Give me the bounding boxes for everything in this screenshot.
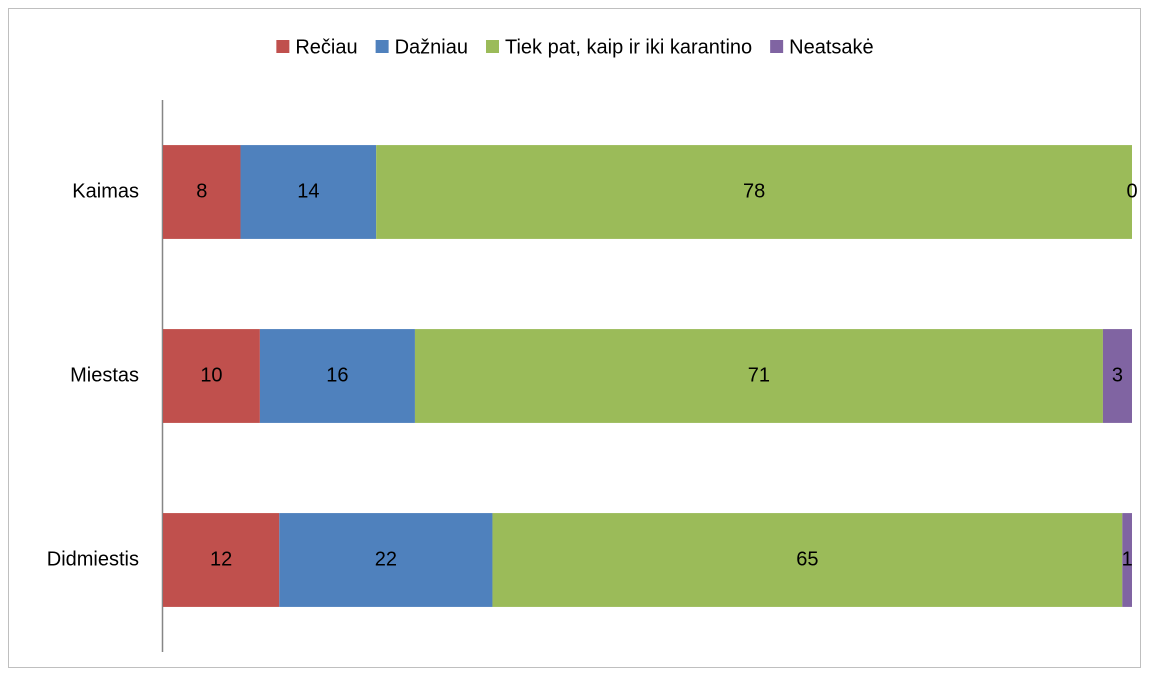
y-tick-label: Didmiestis [47,548,139,570]
bar-segment [414,329,1103,423]
data-label: 12 [210,548,232,570]
data-label: 10 [200,364,222,386]
bar-segment [240,145,377,239]
y-tick-label: Miestas [70,364,139,386]
legend-label: Rečiau [295,36,357,58]
legend-label: Neatsakė [789,36,874,58]
data-label: 78 [743,180,765,202]
data-label: 1 [1122,548,1133,570]
bar-segment [376,145,1132,239]
bar-segment [279,513,493,607]
legend-label: Tiek pat, kaip ir iki karantino [505,36,752,58]
bar-segment [163,329,260,423]
legend-swatch [375,40,389,53]
y-tick-label: Kaimas [72,180,139,202]
bar-segment [163,513,280,607]
legend-swatch [276,40,290,53]
bar-segment [259,329,415,423]
data-label: 71 [748,364,770,386]
legend-swatch [486,40,500,53]
data-label: 3 [1112,364,1123,386]
legend-label: Dažniau [395,36,468,58]
bar-segment [1122,513,1132,607]
bar-segment [1102,329,1132,423]
bar-segment [163,145,241,239]
bar-segment [492,513,1123,607]
data-label: 16 [326,364,348,386]
legend-swatch [770,40,784,53]
data-label: 8 [196,180,207,202]
data-label: 14 [297,180,319,202]
data-label: 65 [796,548,818,570]
data-label: 22 [375,548,397,570]
data-label: 0 [1126,180,1137,202]
